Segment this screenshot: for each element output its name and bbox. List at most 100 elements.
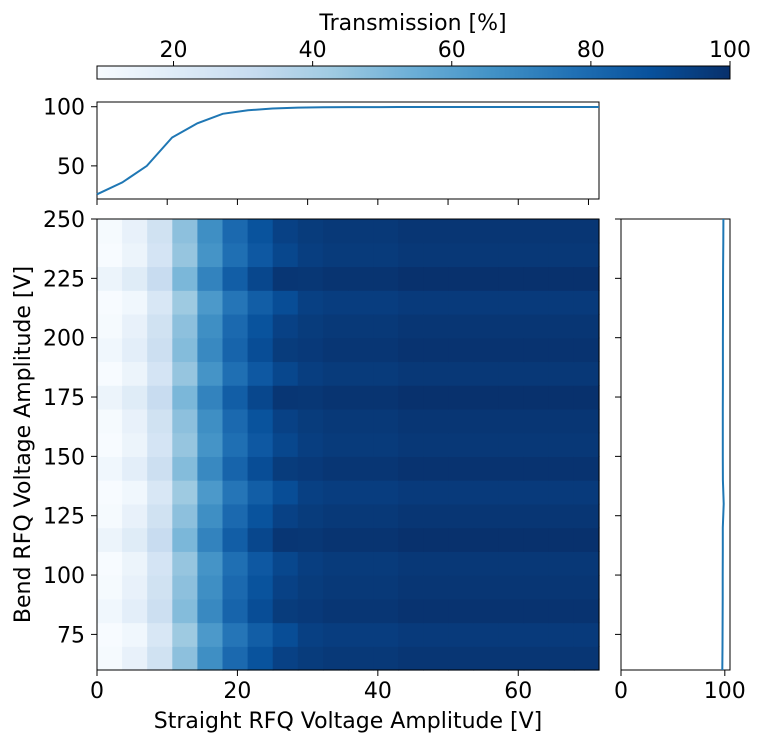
heatmap-cell xyxy=(147,385,173,410)
right-x-tick-label: 0 xyxy=(614,679,628,704)
heatmap-cell xyxy=(348,456,374,481)
heatmap-cell xyxy=(448,503,475,529)
heatmap-cell xyxy=(348,527,374,552)
heatmap-cell xyxy=(197,408,224,434)
heatmap-cell xyxy=(398,313,424,339)
heatmap-cell xyxy=(322,551,349,576)
heatmap-cell xyxy=(448,266,475,291)
heatmap-cell xyxy=(398,503,424,529)
heatmap-cell xyxy=(97,646,123,671)
heatmap-cell xyxy=(322,598,349,624)
heatmap-cell xyxy=(122,219,148,244)
heatmap-cell xyxy=(172,290,198,315)
heatmap-cell xyxy=(222,456,249,481)
heatmap-cell xyxy=(548,385,575,410)
heatmap-cell xyxy=(573,337,600,363)
heatmap-cell xyxy=(172,219,198,244)
heatmap-cell xyxy=(498,527,525,552)
heatmap-cell xyxy=(247,361,274,386)
heatmap-cell xyxy=(448,219,475,244)
heatmap-cell xyxy=(297,266,324,291)
colorbar-tick-label: 80 xyxy=(577,38,605,63)
heatmap-cell xyxy=(548,242,575,268)
heatmap-cell xyxy=(473,456,500,481)
heatmap-cell xyxy=(147,503,173,529)
heatmap-cell xyxy=(473,242,500,268)
heatmap-cell xyxy=(398,385,424,410)
heatmap-cell xyxy=(498,313,525,339)
heatmap-cell xyxy=(122,575,148,600)
heatmap-cell xyxy=(548,313,575,339)
heatmap-cell xyxy=(473,622,500,647)
heatmap-cell xyxy=(423,385,449,410)
heatmap-cell xyxy=(272,361,299,386)
heatmap-cell xyxy=(222,598,249,624)
heatmap-cell xyxy=(548,527,575,552)
heatmap-cell xyxy=(222,242,249,268)
top-y-tick-label: 50 xyxy=(57,155,85,180)
heatmap-cell xyxy=(348,266,374,291)
heatmap-cell xyxy=(322,646,349,671)
heatmap-cell xyxy=(222,646,249,671)
heatmap-frame xyxy=(96,218,600,671)
heatmap-cell xyxy=(548,646,575,671)
heatmap-cell xyxy=(523,219,550,244)
heatmap-cell xyxy=(473,361,500,386)
top-y-tick-label: 100 xyxy=(43,96,85,121)
heatmap-cell xyxy=(573,266,600,291)
heatmap-cell xyxy=(423,432,449,457)
heatmap-cell xyxy=(247,337,274,363)
heatmap-cell xyxy=(573,622,600,647)
heatmap-cell xyxy=(297,456,324,481)
heatmap-cell xyxy=(523,551,550,576)
heatmap-cell xyxy=(573,598,600,624)
heatmap-cell xyxy=(423,527,449,552)
heatmap-cell xyxy=(122,480,148,505)
heatmap-cell xyxy=(373,551,399,576)
heatmap-cell xyxy=(222,361,249,386)
heatmap-cell xyxy=(448,242,475,268)
heatmap-cell xyxy=(498,598,525,624)
heatmap-cell xyxy=(147,575,173,600)
heatmap-cell xyxy=(272,290,299,315)
heatmap-cell xyxy=(523,575,550,600)
heatmap-cell xyxy=(398,646,424,671)
heatmap-cell xyxy=(197,575,224,600)
y-tick-label: 125 xyxy=(43,505,85,530)
heatmap-cell xyxy=(297,432,324,457)
heatmap-cell xyxy=(523,432,550,457)
heatmap-cell xyxy=(147,337,173,363)
heatmap-cell xyxy=(122,313,148,339)
heatmap-cell xyxy=(548,503,575,529)
heatmap-cell xyxy=(348,408,374,434)
heatmap-cell xyxy=(523,480,550,505)
heatmap-cell xyxy=(172,408,198,434)
heatmap-cell xyxy=(398,337,424,363)
heatmap-cell xyxy=(373,480,399,505)
heatmap-cell xyxy=(398,219,424,244)
heatmap-cell xyxy=(197,432,224,457)
x-axis-label: Straight RFQ Voltage Amplitude [V] xyxy=(154,709,542,734)
heatmap-cell xyxy=(573,480,600,505)
heatmap-cell xyxy=(448,432,475,457)
heatmap-cell xyxy=(548,575,575,600)
heatmap-cell xyxy=(473,313,500,339)
heatmap-cell xyxy=(97,242,123,268)
heatmap-cell xyxy=(348,242,374,268)
heatmap-cell xyxy=(373,575,399,600)
heatmap-cell xyxy=(147,313,173,339)
heatmap-cell xyxy=(247,575,274,600)
heatmap-cell xyxy=(147,266,173,291)
heatmap-cell xyxy=(197,622,224,647)
heatmap-cell xyxy=(197,266,224,291)
heatmap-cell xyxy=(373,503,399,529)
heatmap-cell xyxy=(197,385,224,410)
heatmap-cell xyxy=(548,337,575,363)
heatmap-cell xyxy=(197,646,224,671)
heatmap-cell xyxy=(247,385,274,410)
heatmap-cell xyxy=(573,408,600,434)
heatmap-cell xyxy=(423,598,449,624)
heatmap-cell xyxy=(398,551,424,576)
heatmap-cell xyxy=(122,290,148,315)
